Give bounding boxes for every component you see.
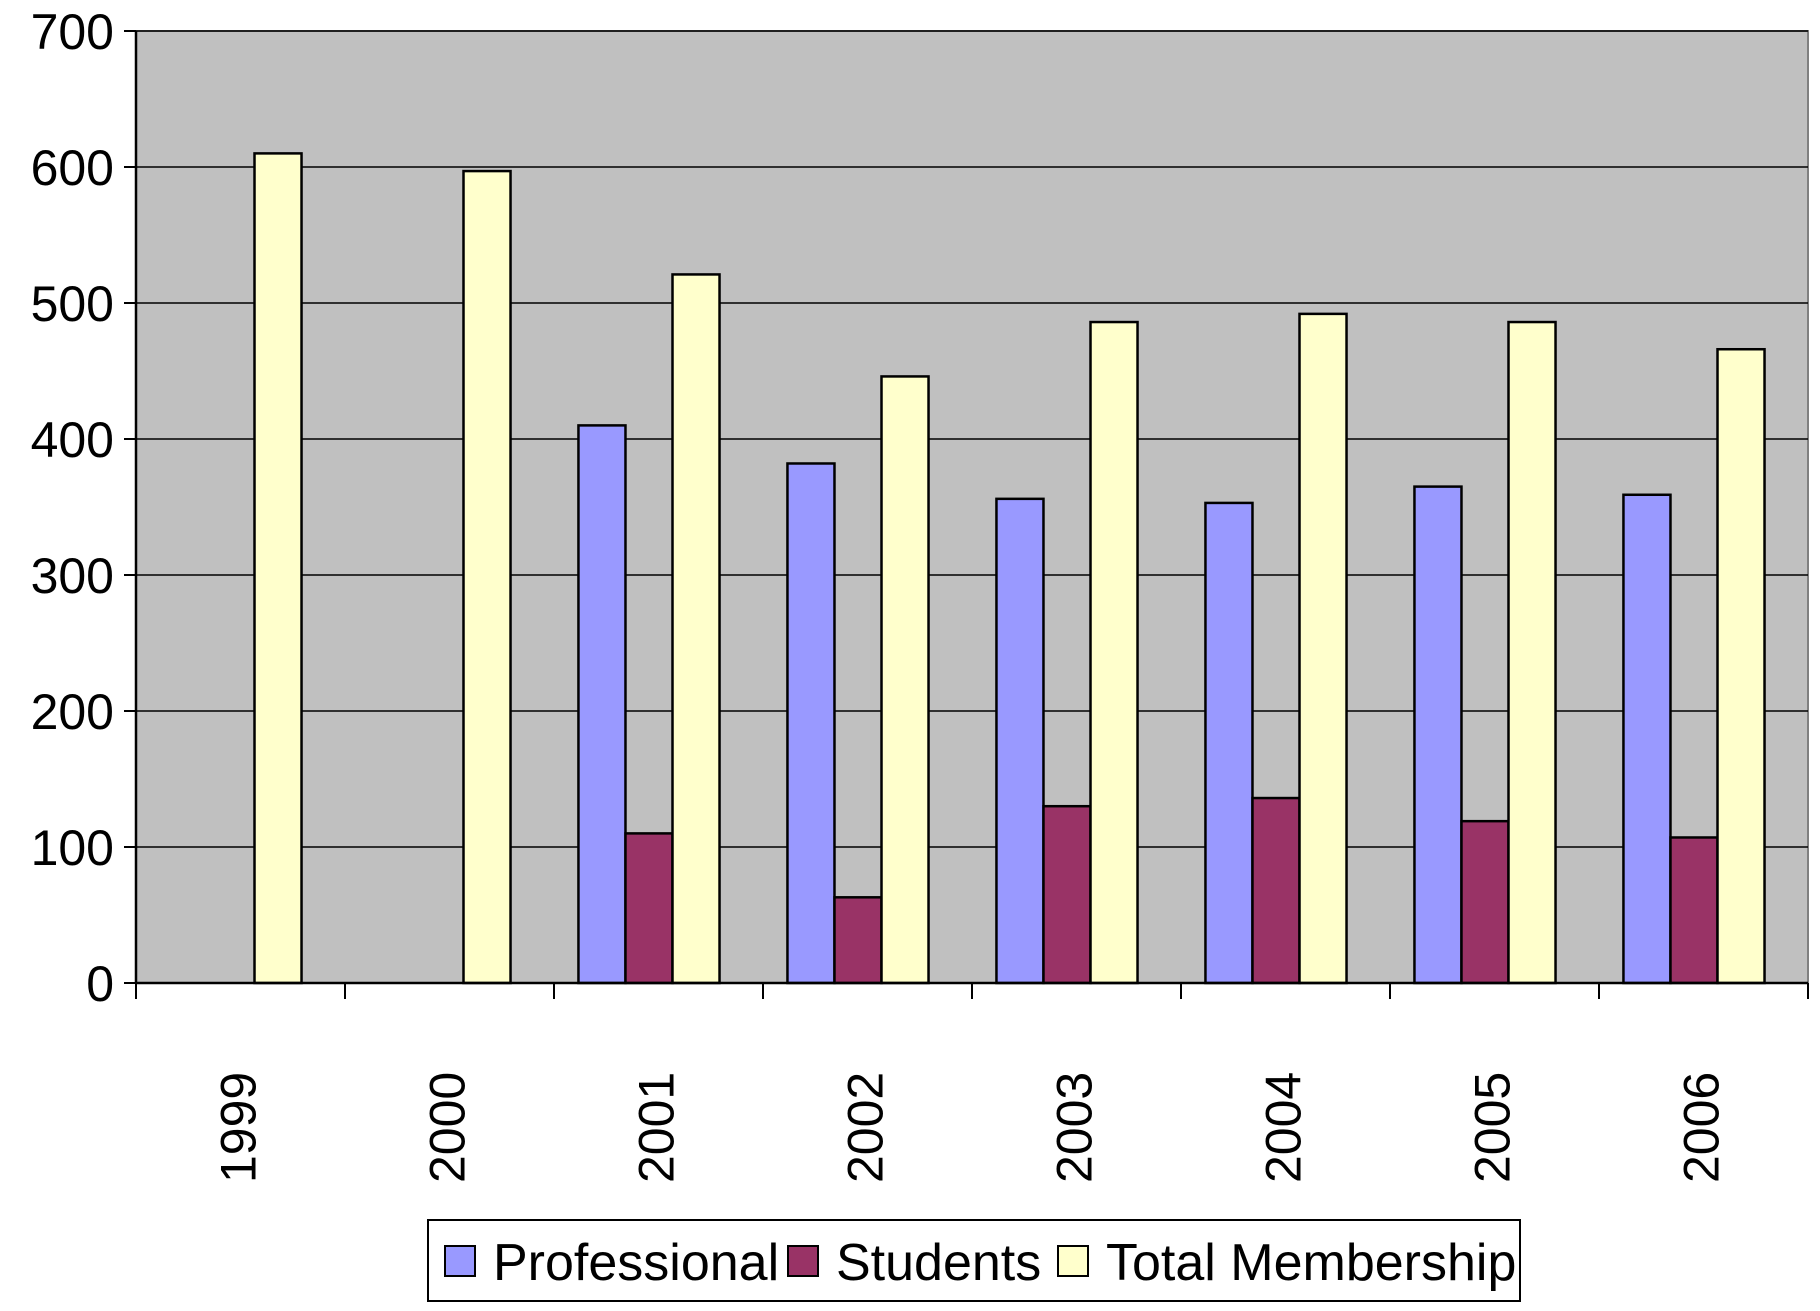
y-tick-label: 300 [31,548,114,604]
legend-swatch-professional [444,1245,476,1277]
legend [427,1219,1521,1302]
bar-professional-2001 [577,424,627,985]
x-tick-label: 2001 [629,1072,685,1183]
y-tick-label: 600 [31,140,114,196]
x-tick-label: 2000 [420,1072,476,1183]
legend-label-total-membership: Total Membership [1106,1234,1516,1292]
x-tick-label: 2006 [1674,1072,1730,1183]
x-tick-label: 2005 [1465,1072,1521,1183]
bar-students-2004 [1251,796,1301,985]
bar-total-membership-2005 [1507,320,1557,985]
bar-professional-2004 [1204,501,1254,985]
bar-students-2003 [1042,804,1092,985]
bar-professional-2002 [786,462,836,985]
legend-label-professional: Professional [493,1234,779,1292]
x-tick-label: 1999 [211,1072,267,1183]
y-tick-label: 0 [86,956,114,1012]
y-tick-label: 200 [31,684,114,740]
bar-total-membership-2002 [880,375,930,985]
legend-swatch-total-membership [1057,1245,1089,1277]
y-tick-label: 400 [31,412,114,468]
bar-professional-2005 [1413,485,1463,985]
y-tick-label: 100 [31,820,114,876]
bar-students-2006 [1669,836,1719,985]
legend-swatch-students [787,1245,819,1277]
bar-total-membership-1999 [253,152,303,985]
legend-label-students: Students [836,1234,1041,1292]
bar-total-membership-2003 [1089,320,1139,985]
bar-total-membership-2000 [462,169,512,985]
plot-area [135,30,1809,984]
bar-students-2002 [833,896,883,985]
x-tick-label: 2003 [1047,1072,1103,1183]
bar-total-membership-2006 [1716,347,1766,985]
bar-total-membership-2001 [671,273,721,985]
bar-total-membership-2004 [1298,312,1348,985]
y-tick-label: 700 [31,4,114,60]
x-tick-label: 2004 [1256,1072,1312,1183]
bar-students-2005 [1460,819,1510,985]
y-tick-label: 500 [31,276,114,332]
bar-professional-2006 [1622,493,1672,985]
bar-professional-2003 [995,497,1045,985]
x-tick-label: 2002 [838,1072,894,1183]
bar-students-2001 [624,832,674,985]
